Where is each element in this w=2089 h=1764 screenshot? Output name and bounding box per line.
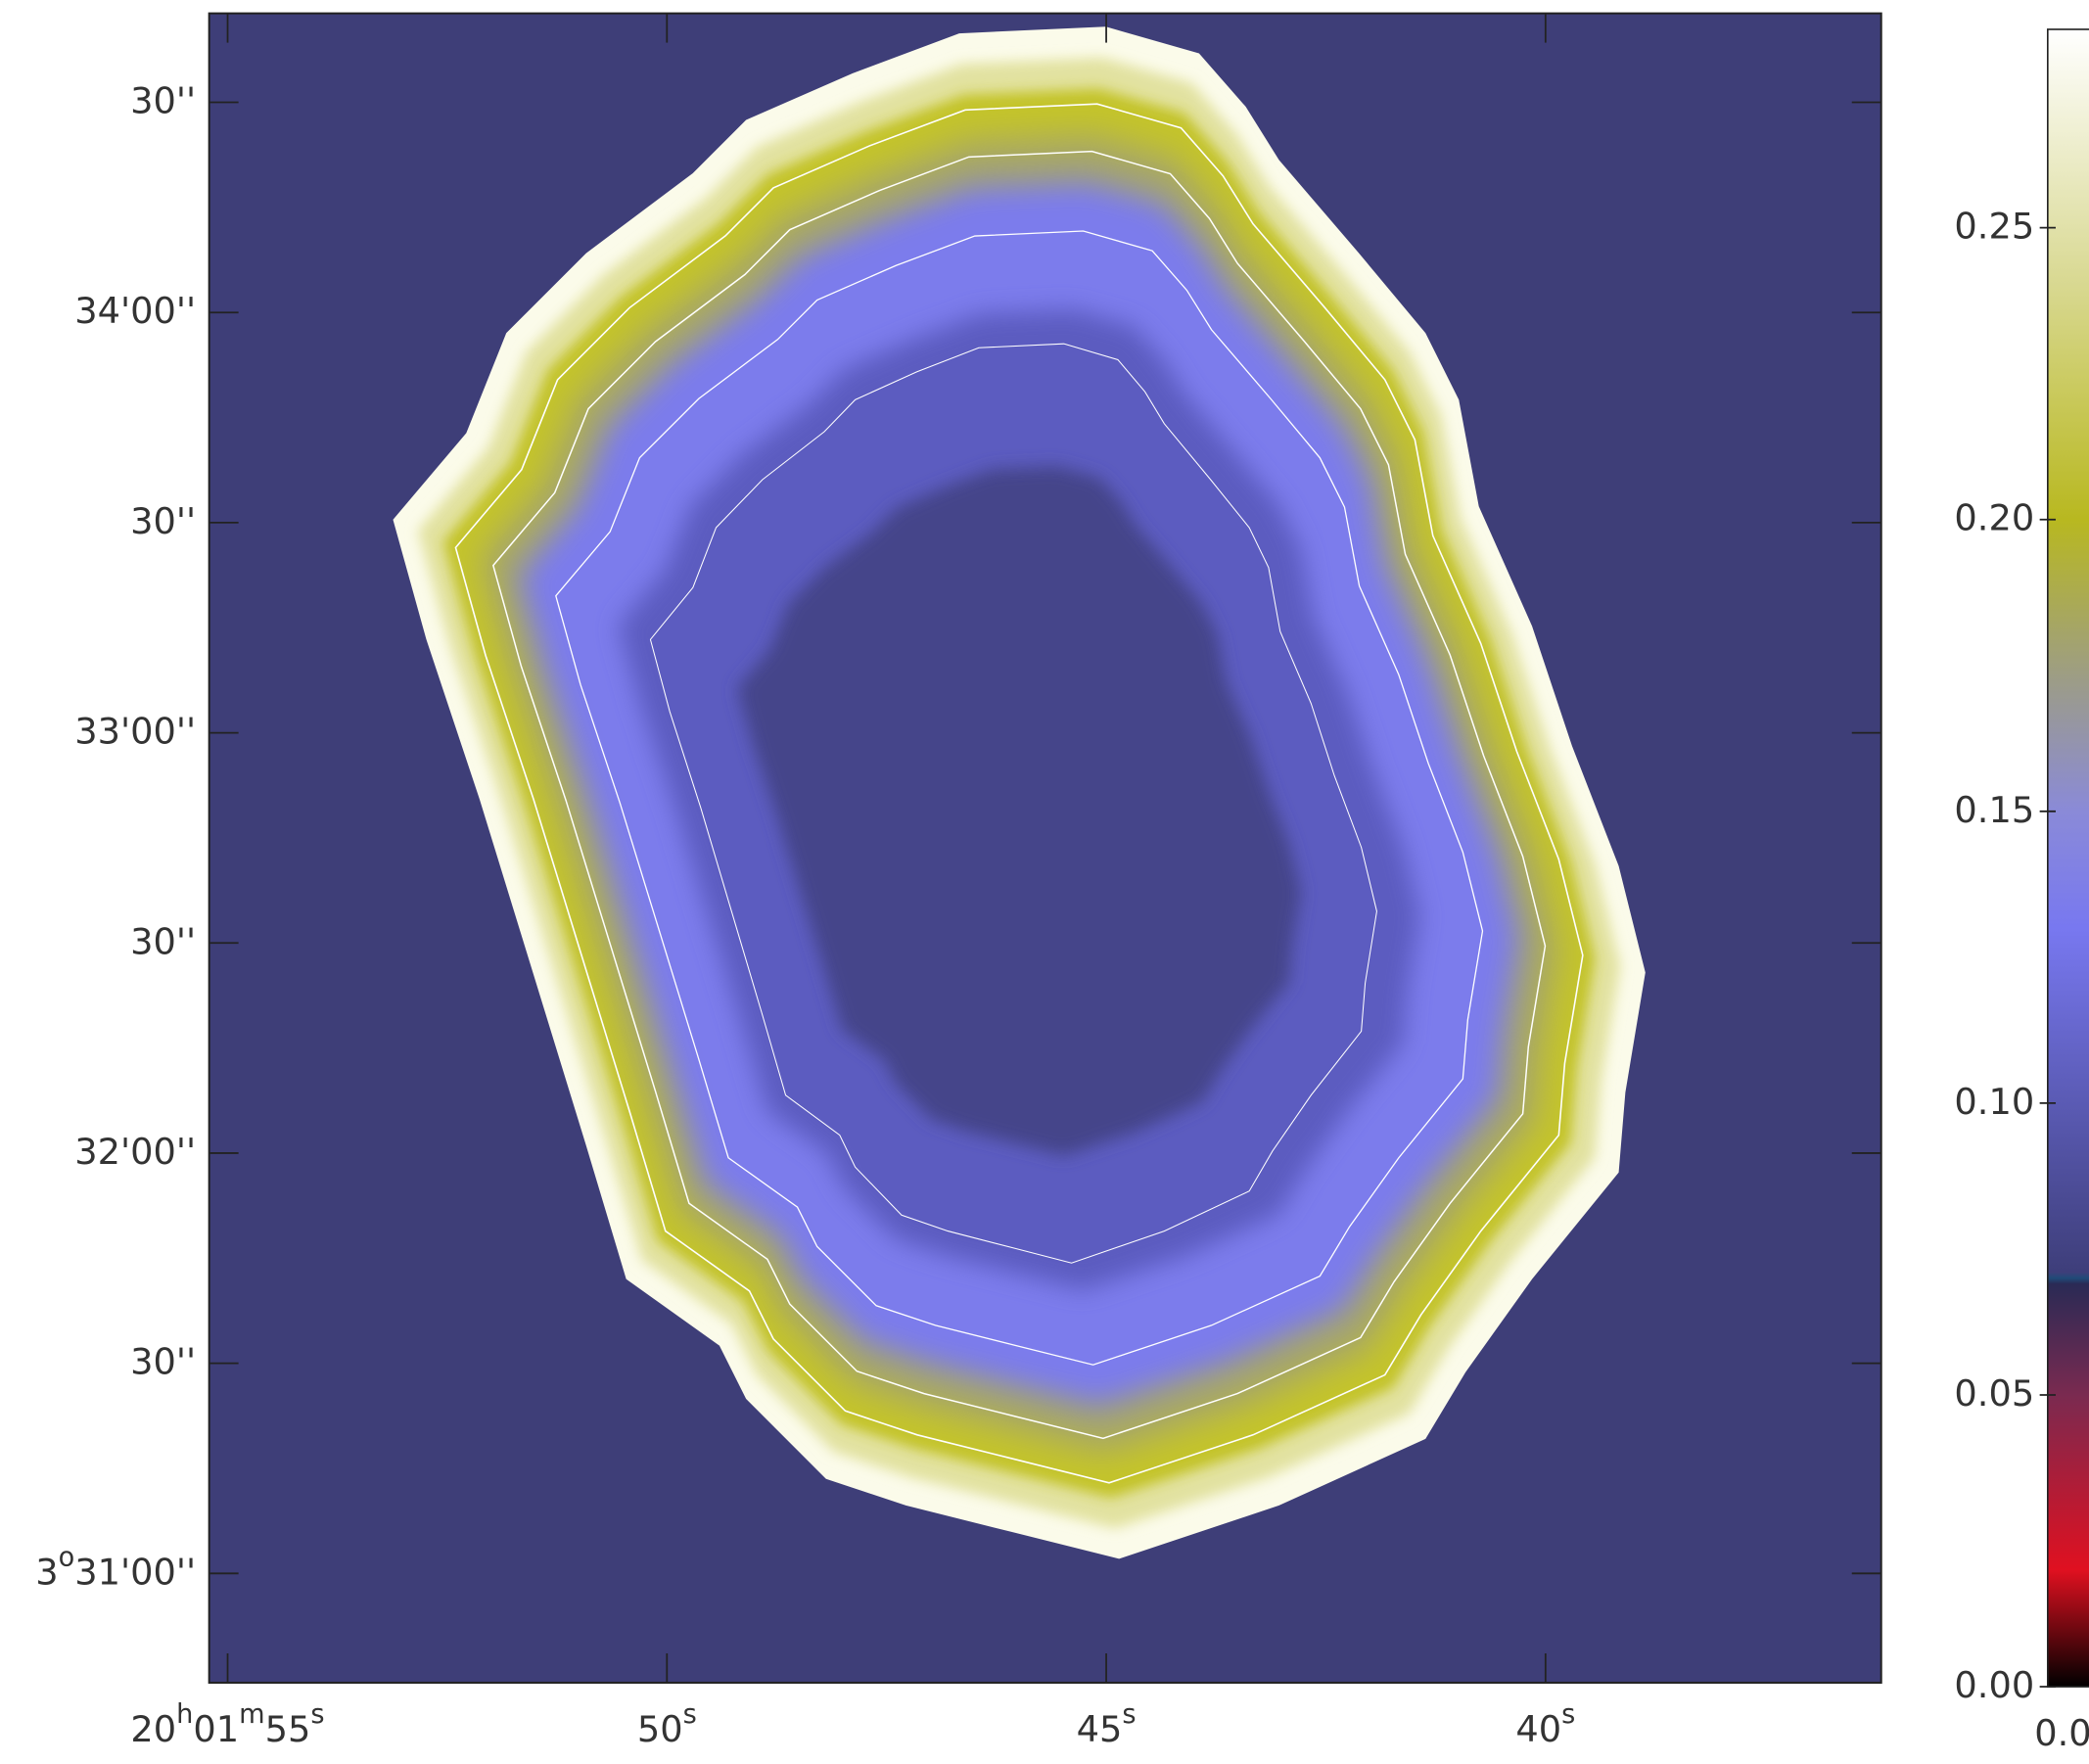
- y-tick-label: 30'': [130, 79, 196, 121]
- y-tick-label: 3o31'00'': [35, 1542, 196, 1593]
- colorbar-tick-label: 0.00: [1954, 1664, 2034, 1706]
- image-area: [209, 13, 1881, 1683]
- y-tick-label: 33'00'': [74, 710, 196, 752]
- y-tick-label: 34'00'': [74, 290, 196, 332]
- y-tick-label: 30'': [130, 1340, 196, 1382]
- x-tick-label: 50s: [637, 1699, 697, 1750]
- y-tick-label: 32'00'': [74, 1130, 196, 1172]
- colorbar-tick-label: 0.15: [1954, 788, 2034, 830]
- colorbar-tick-label: 0.05: [1954, 1371, 2034, 1414]
- colorbar-tick-label: 0.20: [1954, 496, 2034, 538]
- plot-frame: [208, 12, 1882, 1684]
- colorbar: [2046, 28, 2089, 1688]
- colorbar-bottom-label: 0.0: [2034, 1712, 2089, 1754]
- y-tick-label: 30'': [130, 920, 196, 962]
- colorbar-tick-label: 0.10: [1954, 1080, 2034, 1122]
- x-tick-label: 40s: [1515, 1699, 1575, 1750]
- y-tick-label: 30'': [130, 499, 196, 541]
- x-tick-label: 20h01m55s: [130, 1699, 324, 1750]
- colorbar-tick-label: 0.25: [1954, 205, 2034, 247]
- x-tick-label: 45s: [1077, 1699, 1137, 1750]
